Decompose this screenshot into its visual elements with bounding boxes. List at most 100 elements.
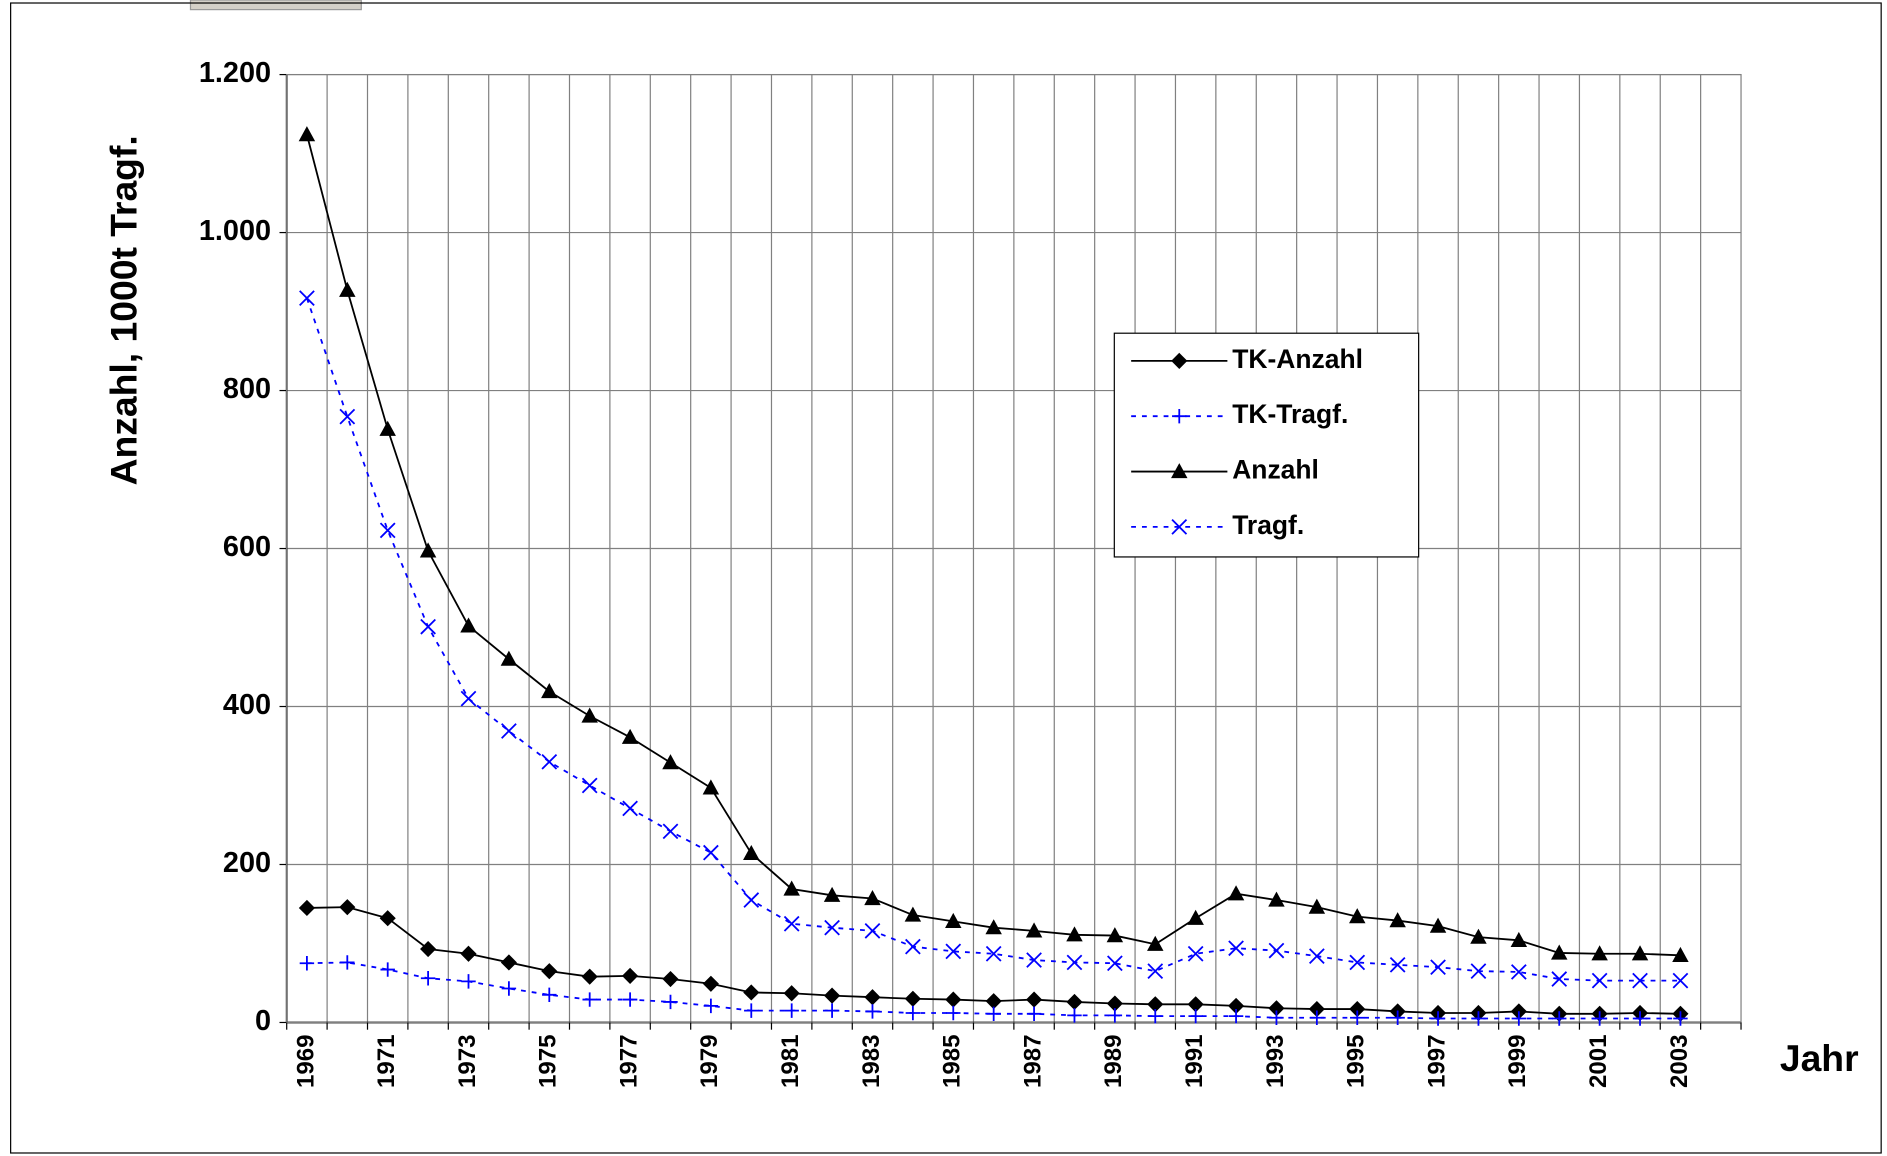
marker-triangle [1389,912,1406,928]
x-tick-label: 1973 [454,1035,481,1089]
marker-plus [986,1006,1001,1022]
marker-plus [340,955,355,970]
legend-label: Anzahl [1232,455,1319,485]
marker-triangle [702,779,720,795]
marker-x [460,690,477,707]
marker-plus [1107,1008,1123,1023]
marker-x [1591,972,1608,989]
marker-plus [946,1005,961,1021]
marker-diamond [298,899,315,917]
marker-diamond [379,910,396,927]
marker-x [622,800,638,817]
marker-triangle [339,281,356,297]
marker-plus [622,992,638,1007]
marker-plus [1148,1008,1163,1024]
marker-x [1309,948,1325,964]
marker-triangle [581,707,598,723]
series-line [306,961,1681,1020]
x-tick-label: 1977 [615,1035,642,1089]
marker-plus [744,1003,759,1018]
marker-plus [380,962,395,977]
marker-x [1349,954,1366,971]
marker-x [743,892,760,908]
marker-x [541,753,558,770]
marker-plus [1511,1011,1527,1026]
x-tick-label: 1983 [858,1035,885,1089]
marker-plus [824,1003,840,1018]
marker-plus [1552,1011,1567,1026]
marker-triangle [1066,926,1083,942]
x-tick-label: 1987 [1019,1035,1046,1089]
marker-triangle [662,754,679,770]
marker-diamond [581,968,598,985]
y-axis-title: Anzahl, 1000t Tragf. [103,135,145,485]
marker-triangle [1268,891,1285,907]
marker-x [501,723,517,739]
marker-triangle [985,919,1002,935]
y-tick-label: 400 [223,689,271,721]
marker-triangle [1171,463,1188,479]
marker-triangle [1591,945,1608,961]
marker-x [420,618,436,635]
marker-triangle [1349,908,1366,924]
marker-triangle [541,683,558,699]
marker-x [1187,945,1204,962]
marker-diamond [783,985,800,1002]
marker-plus [1228,1008,1244,1024]
x-tick-label: 2003 [1666,1035,1693,1089]
marker-x [1551,971,1568,987]
marker-x [339,408,356,425]
marker-x [581,777,598,794]
marker-diamond [541,963,558,980]
marker-x [1632,972,1648,989]
marker-x [864,922,881,939]
marker-triangle [864,889,881,906]
marker-x [1672,972,1689,989]
tab-remnant [189,0,362,11]
marker-x [824,919,840,936]
marker-triangle [783,880,800,896]
y-tick-label: 1.200 [199,57,271,89]
marker-plus [1471,1011,1486,1026]
marker-triangle [500,650,518,666]
marker-plus [1026,1006,1042,1022]
marker-plus [461,974,476,989]
marker-diamond [460,945,477,962]
marker-diamond [420,940,437,958]
marker-triangle [1470,928,1487,944]
legend-box [1113,332,1420,558]
marker-x [783,915,800,932]
marker-diamond [824,987,841,1004]
marker-plus [1309,1010,1325,1025]
x-tick-label: 1995 [1343,1035,1370,1089]
marker-triangle [1106,927,1124,943]
marker-x [1470,963,1487,979]
marker-x [299,290,315,306]
marker-x [379,522,396,539]
marker-triangle [621,728,639,744]
marker-plus [1188,1008,1203,1024]
marker-triangle [1187,909,1204,925]
x-tick-label: 1993 [1262,1035,1289,1089]
x-tick-label: 1969 [292,1035,319,1089]
marker-x [1066,954,1083,971]
marker-triangle [379,420,396,436]
legend-label: TK-Tragf. [1232,399,1348,429]
marker-plus [1350,1010,1365,1025]
y-tick-label: 200 [223,847,271,879]
marker-x [1107,955,1123,972]
marker-triangle [1025,922,1043,938]
marker-triangle [1510,931,1528,947]
marker-x [985,945,1002,962]
marker-x [1147,963,1164,979]
x-axis-title: Jahr [1780,1037,1859,1079]
marker-triangle [945,912,962,928]
x-tick-label: 1971 [373,1035,400,1089]
marker-triangle [460,617,477,633]
marker-x [703,844,719,861]
marker-plus [1673,1011,1688,1026]
marker-triangle [1631,945,1649,961]
marker-triangle [1672,946,1689,962]
marker-x [1228,940,1244,957]
